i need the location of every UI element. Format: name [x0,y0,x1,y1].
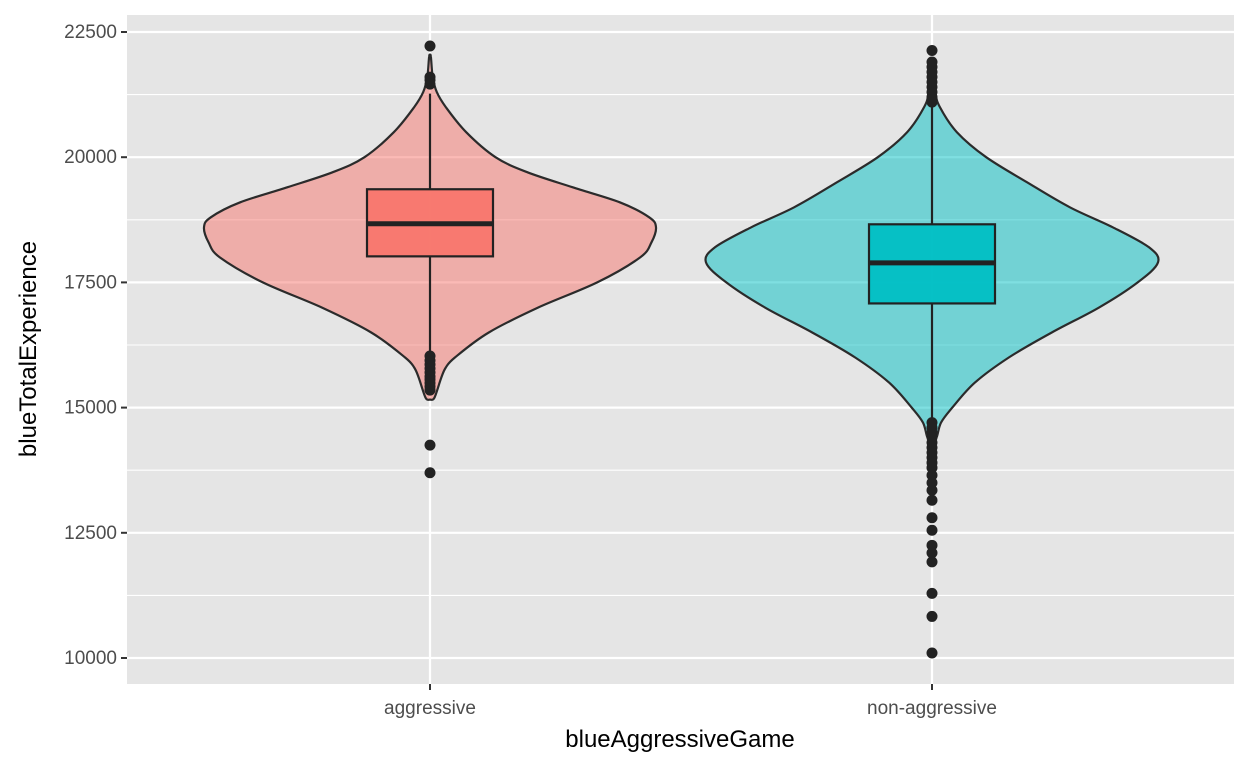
outlier-point [926,45,938,57]
y-tick-label: 15000 [64,398,117,419]
outlier-point [926,484,938,496]
outlier-point [926,512,938,524]
x-tick-label: aggressive [384,698,476,719]
outlier-point [926,547,938,559]
outlier-point [926,647,938,659]
outlier-point [926,524,938,536]
y-axis-title: blueTotalExperience [15,241,42,457]
y-tick-label: 12500 [64,523,117,544]
y-tick-label: 10000 [64,648,117,669]
outlier-point [424,439,436,451]
axes: 10000 12500 15000 17500 20000 22500 aggressive… [64,22,997,719]
outlier-point [926,556,938,568]
panel-background [127,15,1234,684]
violins [202,40,1160,659]
y-tick-label: 22500 [64,22,117,43]
x-tick-label: non-aggressive [867,698,997,719]
outlier-point [424,384,436,396]
outlier-point [926,96,938,108]
outlier-point [424,40,436,52]
outlier-point [424,467,436,479]
y-tick-label: 20000 [64,147,117,168]
y-tick-label: 17500 [64,272,117,293]
outlier-point [926,494,938,506]
outlier-point [926,587,938,599]
outlier-point [926,610,938,622]
outlier-point [424,78,436,90]
x-axis-title: blueAggressiveGame [565,726,794,753]
